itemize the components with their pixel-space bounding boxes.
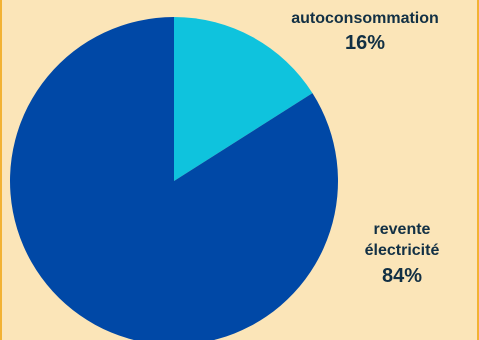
slice-label-autoconsommation: autoconsommation 16% (258, 9, 472, 56)
slice-value-revente-electricite: 84% (381, 264, 423, 287)
pie-slice-revente-electricite (10, 17, 338, 340)
slice-name-revente-line1: revente (373, 221, 431, 238)
slice-value-autoconsommation: 16% (344, 32, 386, 54)
pie-slice-autoconsommation (174, 17, 313, 181)
slice-label-revente-electricite: revente électricité 84% (336, 220, 468, 289)
slice-name-revente-line2: électricité (364, 241, 440, 259)
slice-name-autoconsommation: autoconsommation (291, 10, 439, 27)
